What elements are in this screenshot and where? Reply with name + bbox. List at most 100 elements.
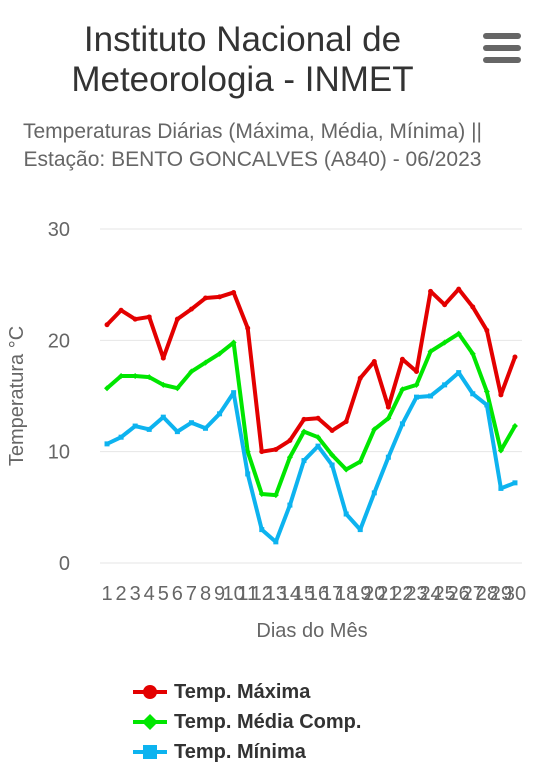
data-point[interactable] [104,441,110,447]
y-axis-label: Temperatura °C [6,326,28,466]
data-point[interactable] [470,391,476,397]
data-point[interactable] [498,485,504,491]
data-point[interactable] [470,304,476,310]
data-point[interactable] [188,420,194,426]
x-tick-label: 16 [307,583,329,605]
data-point[interactable] [512,354,518,360]
data-point[interactable] [132,423,138,429]
data-point[interactable] [230,339,237,346]
data-point[interactable] [357,458,364,465]
data-point[interactable] [160,355,166,361]
data-point[interactable] [146,374,153,381]
data-point[interactable] [413,381,420,388]
data-point[interactable] [202,359,209,366]
data-point[interactable] [245,471,251,477]
data-point[interactable] [174,316,180,322]
data-point[interactable] [203,295,208,301]
data-point[interactable] [455,330,462,337]
data-point[interactable] [118,434,124,440]
data-point[interactable] [456,370,462,376]
legend-item-3[interactable]: Temp. Mínima [132,738,361,766]
data-point[interactable] [357,375,363,381]
data-point[interactable] [231,390,237,396]
data-point[interactable] [188,368,195,375]
data-point[interactable] [301,416,307,422]
data-point[interactable] [259,449,265,455]
data-point[interactable] [483,388,490,395]
data-point[interactable] [174,429,180,435]
data-point[interactable] [301,458,307,464]
data-point[interactable] [484,327,490,333]
data-point[interactable] [216,350,223,357]
data-point[interactable] [273,446,279,452]
data-point[interactable] [188,306,194,312]
data-point[interactable] [259,527,265,533]
data-point[interactable] [315,443,321,449]
data-point[interactable] [231,289,237,295]
data-point[interactable] [343,466,350,473]
data-point[interactable] [132,316,138,322]
data-point[interactable] [343,511,349,517]
x-tick-label: 14 [279,583,301,605]
data-point[interactable] [245,325,251,331]
data-point[interactable] [287,438,293,444]
data-point[interactable] [315,415,321,421]
data-point[interactable] [385,404,391,410]
data-point[interactable] [442,302,448,308]
data-point[interactable] [315,434,322,441]
data-point[interactable] [160,414,166,420]
data-point[interactable] [399,421,405,427]
data-point[interactable] [329,462,335,468]
data-point[interactable] [286,454,293,461]
data-point[interactable] [357,527,363,533]
legend-marker-icon [133,685,167,699]
data-point[interactable] [160,381,167,388]
data-point[interactable] [217,411,223,417]
data-point[interactable] [258,490,265,497]
data-point[interactable] [456,286,462,292]
x-tick-label: 20 [363,583,385,605]
data-point[interactable] [132,372,139,379]
data-point[interactable] [385,415,392,422]
data-point[interactable] [104,385,111,392]
data-point[interactable] [385,454,391,460]
data-point[interactable] [399,386,406,393]
data-point[interactable] [203,425,208,431]
data-point[interactable] [273,539,279,545]
data-point[interactable] [414,394,419,400]
data-point[interactable] [174,385,181,392]
data-point[interactable] [427,348,434,355]
legend-item-1[interactable]: Temp. Máxima [132,678,361,706]
data-point[interactable] [244,448,251,455]
data-point[interactable] [118,372,125,379]
data-point[interactable] [428,393,434,399]
data-point[interactable] [146,314,152,320]
data-point[interactable] [371,490,377,496]
data-point[interactable] [498,392,504,398]
data-point[interactable] [511,423,518,430]
data-point[interactable] [217,294,223,300]
data-point[interactable] [371,426,378,433]
data-point[interactable] [512,480,518,486]
data-point[interactable] [146,426,152,432]
data-point[interactable] [118,307,124,313]
data-point[interactable] [484,402,490,408]
data-point[interactable] [442,382,448,388]
data-point[interactable] [343,419,349,425]
data-point[interactable] [329,428,335,434]
data-point[interactable] [469,350,476,357]
data-point[interactable] [428,288,434,294]
data-point[interactable] [329,452,336,459]
data-point[interactable] [414,369,419,375]
legend-item-2[interactable]: Temp. Média Comp. [132,708,361,736]
data-point[interactable] [399,356,405,362]
x-tick-label: 30 [504,583,526,605]
data-point[interactable] [300,428,307,435]
data-point[interactable] [287,502,293,508]
data-point[interactable] [441,339,448,346]
data-point[interactable] [371,358,377,364]
hamburger-menu-icon[interactable] [483,33,521,63]
data-point[interactable] [497,447,504,454]
data-point[interactable] [272,492,279,499]
data-point[interactable] [104,322,110,328]
